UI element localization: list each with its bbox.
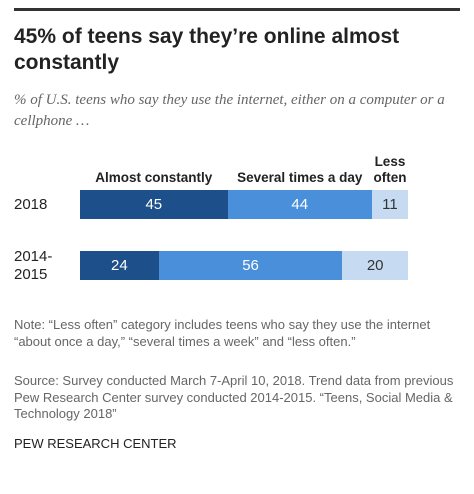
chart-title: 45% of teens say they’re online almost c… bbox=[14, 25, 400, 74]
bar-segment: 11 bbox=[371, 190, 408, 219]
legend-label: Less often bbox=[373, 154, 407, 185]
bar-segment: 56 bbox=[158, 251, 343, 280]
top-rule bbox=[14, 8, 460, 11]
legend-label: Several times a day bbox=[237, 170, 363, 185]
category-label: 2014-2015 bbox=[14, 247, 53, 283]
source: Source: Survey conducted March 7-April 1… bbox=[14, 373, 454, 421]
bar-segment: 20 bbox=[342, 251, 408, 280]
credit: PEW RESEARCH CENTER bbox=[14, 436, 177, 451]
bar-segment: 24 bbox=[80, 251, 159, 280]
bar-segment: 45 bbox=[80, 190, 228, 219]
bar-segment: 44 bbox=[227, 190, 372, 219]
category-label: 2018 bbox=[14, 195, 48, 213]
legend-label: Almost constantly bbox=[95, 170, 213, 185]
note: Note: “Less often” category includes tee… bbox=[14, 317, 431, 349]
chart-subtitle: % of U.S. teens who say they use the int… bbox=[14, 92, 445, 129]
